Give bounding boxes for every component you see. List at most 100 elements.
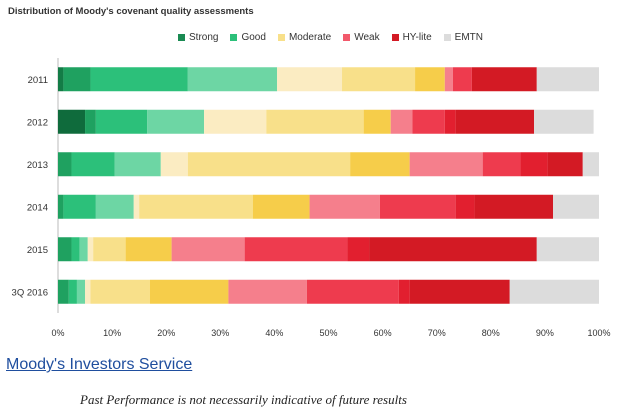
bar-segment (471, 67, 537, 92)
bar-segment (244, 237, 348, 262)
bar-segment (139, 194, 253, 219)
source-link[interactable]: Moody's Investors Service (6, 356, 193, 373)
bar-segment (409, 279, 510, 304)
bar-segment (58, 152, 72, 177)
chart-title: Distribution of Moody's covenant quality… (8, 6, 254, 17)
disclaimer-text: Past Performance is not necessarily indi… (80, 392, 407, 407)
legend-label: Good (241, 31, 266, 43)
bar-segment (520, 152, 548, 177)
bar-segment (409, 152, 483, 177)
bar-segment (187, 67, 278, 92)
y-tick-label: 2011 (28, 75, 48, 86)
bar-segment (85, 279, 91, 304)
bar-segment (204, 109, 267, 134)
bar-segment (415, 67, 445, 92)
x-tick-label: 10% (103, 328, 121, 338)
bar-segment (306, 279, 399, 304)
legend-swatch (343, 33, 351, 41)
legend-item-moderate: Moderate (277, 31, 332, 43)
bar-segment (171, 237, 245, 262)
legend-label: Moderate (288, 31, 332, 43)
stacked-bar-chart: 2011 2012 2013 2014 2015 3Q 2016 0% 10% 20% 30% 40… (12, 58, 611, 338)
bar-segment (63, 67, 91, 92)
bar-segment (90, 67, 188, 92)
bar-segment (87, 237, 94, 262)
bar-segment (147, 109, 205, 134)
bar-segment (277, 67, 343, 92)
bar-segment (452, 67, 472, 92)
legend-label: HY-lite (402, 31, 432, 43)
bar-segment (350, 152, 410, 177)
legend-swatch (443, 33, 451, 41)
x-tick-label: 60% (374, 328, 392, 338)
bar-segment (63, 194, 96, 219)
legend-swatch (277, 33, 285, 41)
bar-segment (58, 194, 64, 219)
bar-segment (93, 237, 126, 262)
legend-label: Strong (189, 31, 219, 43)
y-tick-label: 3Q 2016 (12, 287, 48, 298)
bar-segment (482, 152, 521, 177)
y-tick-label: 2015 (27, 245, 48, 256)
bar-segment (444, 109, 456, 134)
x-tick-label: 40% (265, 328, 283, 338)
x-tick-label: 0% (51, 328, 64, 338)
bar-segment (536, 237, 599, 262)
x-tick-label: 50% (319, 328, 337, 338)
bar-segment (474, 194, 554, 219)
legend-item-good: Good (230, 31, 266, 43)
bar-segment (125, 237, 172, 262)
bar-segment (369, 237, 537, 262)
bar-segment (398, 279, 410, 304)
bar-segment (309, 194, 380, 219)
bar-segment (114, 152, 161, 177)
bar-segment (455, 109, 535, 134)
bar-segment (444, 67, 453, 92)
bar-segment (160, 152, 188, 177)
legend-swatch (230, 33, 238, 41)
x-tick-label: 90% (536, 328, 554, 338)
bar-segment (76, 279, 86, 304)
bar-segment (455, 194, 475, 219)
bar-segment (228, 279, 307, 304)
x-tick-label: 80% (482, 328, 500, 338)
bar-segment (187, 152, 351, 177)
bar-segment (536, 67, 599, 92)
x-tick-label: 100% (587, 328, 610, 338)
legend-item-emtn: EMTN (443, 32, 483, 43)
bar-segment (71, 237, 80, 262)
bar-segment (582, 152, 599, 177)
bar-segment (379, 194, 456, 219)
bar-segment (347, 237, 370, 262)
chart-legend: Strong Good Moderate Weak HY-lite EMTN (178, 30, 483, 44)
bar-segment (509, 279, 599, 304)
bar-segment (90, 279, 150, 304)
bar-segment (58, 279, 69, 304)
x-tick-label: 70% (428, 328, 446, 338)
bar-segment (266, 109, 364, 134)
y-tick-label: 2012 (27, 117, 48, 128)
legend-item-strong: Strong (178, 32, 218, 43)
y-tick-label: 2014 (27, 202, 48, 213)
bar-segment (133, 194, 140, 219)
bar-segment (390, 109, 413, 134)
bar-segment (363, 109, 391, 134)
bar-segment (149, 279, 229, 304)
x-tick-label: 30% (211, 328, 229, 338)
bar-segment (79, 237, 88, 262)
bar-segment (547, 152, 583, 177)
bar-segment (58, 109, 86, 134)
bar-segment (252, 194, 310, 219)
bar-segment (85, 109, 96, 134)
legend-swatch (391, 33, 399, 41)
y-tick-label: 2013 (27, 160, 48, 171)
bar-segment (95, 194, 134, 219)
x-tick-label: 20% (157, 328, 175, 338)
legend-item-hy-lite: HY-lite (391, 31, 432, 43)
bar-segment (412, 109, 445, 134)
bar-segment (342, 67, 416, 92)
legend-label: Weak (354, 31, 380, 43)
legend-item-weak: Weak (343, 31, 380, 43)
bar-segment (553, 194, 599, 219)
bar-segment (534, 109, 594, 134)
